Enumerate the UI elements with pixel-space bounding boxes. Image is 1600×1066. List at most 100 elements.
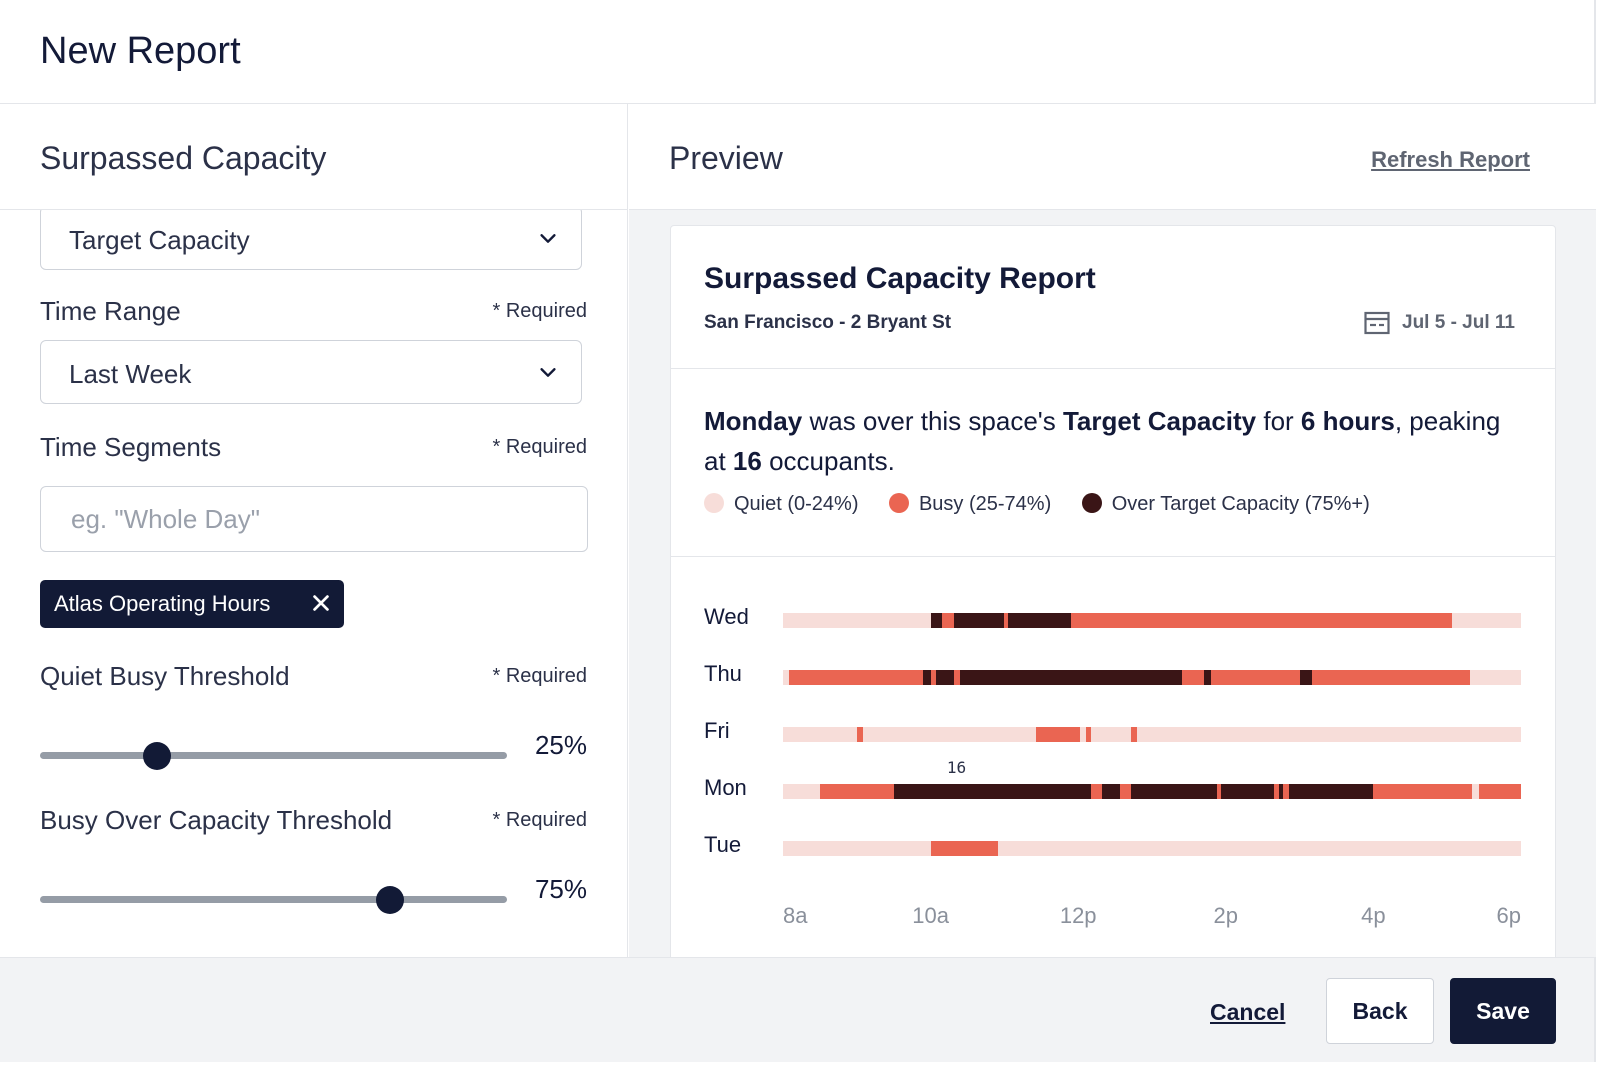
legend-item-over: Over Target Capacity (75%+) bbox=[1081, 493, 1370, 516]
slider-thumb[interactable] bbox=[142, 742, 171, 770]
summary-text: occupants. bbox=[761, 446, 895, 476]
quiet-busy-threshold-required: * Required bbox=[492, 665, 587, 687]
timeline-segment-busy bbox=[1131, 727, 1138, 742]
peak-label: 16 bbox=[946, 758, 967, 777]
slider-track bbox=[40, 896, 507, 903]
time-range-label: Time Range bbox=[40, 296, 181, 326]
legend-item-busy: Busy (25-74%) bbox=[888, 493, 1052, 516]
x-tick-label: 12p bbox=[1059, 903, 1097, 928]
time-range-value: Last Week bbox=[69, 359, 192, 389]
timeline-segment-over bbox=[1288, 784, 1373, 799]
row-label-mon: Mon bbox=[704, 775, 747, 800]
segment-chip-label: Atlas Operating Hours bbox=[54, 591, 271, 616]
summary-text: for bbox=[1256, 406, 1301, 436]
summary-day: Monday bbox=[704, 406, 803, 436]
x-tick-label: 6p bbox=[1496, 903, 1521, 928]
report-summary: Monday was over this space's Target Capa… bbox=[704, 401, 1524, 481]
row-label-fri: Fri bbox=[704, 718, 730, 743]
report-card-header: Surpassed Capacity Report San Francisco … bbox=[671, 226, 1555, 369]
modal-footer: Cancel Back Save bbox=[0, 957, 1594, 1062]
timeline-segment-busy bbox=[1120, 784, 1131, 799]
timeline-segment-busy bbox=[1478, 784, 1521, 799]
timeline-segment-over bbox=[954, 613, 1005, 628]
quiet-busy-threshold-value: 25% bbox=[534, 730, 587, 760]
report-location: San Francisco - 2 Bryant St bbox=[704, 312, 952, 333]
segment-chip: Atlas Operating Hours bbox=[40, 580, 344, 628]
quiet-busy-threshold-slider[interactable] bbox=[40, 741, 507, 771]
form-title: Surpassed Capacity bbox=[40, 140, 327, 176]
modal-header: New Report bbox=[0, 0, 1594, 104]
timeline-segment-quiet bbox=[862, 727, 1037, 742]
legend-label: Busy (25-74%) bbox=[918, 493, 1052, 515]
metric-select[interactable]: Target Capacity bbox=[40, 206, 582, 270]
timeline-segment-quiet bbox=[783, 841, 931, 856]
back-button[interactable]: Back bbox=[1326, 978, 1434, 1044]
time-segments-required: * Required bbox=[492, 436, 587, 458]
timeline-segment-busy bbox=[1211, 670, 1300, 685]
slider-track bbox=[40, 752, 507, 759]
summary-duration: 6 hours bbox=[1300, 406, 1395, 436]
timeline-segment-over bbox=[1130, 784, 1217, 799]
legend-item-quiet: Quiet (0-24%) bbox=[704, 493, 859, 516]
timeline-segment-over bbox=[1101, 784, 1121, 799]
timeline-segment-quiet bbox=[1137, 727, 1521, 742]
time-segments-input[interactable] bbox=[40, 486, 588, 552]
preview-header: Preview Refresh Report bbox=[629, 104, 1596, 210]
time-segments-label: Time Segments bbox=[40, 432, 222, 462]
legend-dot-over bbox=[1081, 493, 1102, 513]
timeline-segment-busy bbox=[1070, 613, 1452, 628]
timeline-segment-busy bbox=[930, 841, 999, 856]
timeline-segment-over bbox=[1008, 613, 1071, 628]
timeline-segment-busy bbox=[1091, 784, 1102, 799]
timeline-segment-busy bbox=[1312, 670, 1471, 685]
metric-select-value: Target Capacity bbox=[69, 225, 250, 255]
timeline-bar-wed bbox=[783, 613, 1521, 628]
row-label-thu: Thu bbox=[704, 661, 742, 686]
save-button[interactable]: Save bbox=[1450, 978, 1556, 1044]
timeline-segment-over bbox=[935, 670, 955, 685]
report-form-panel: Target Capacity Time Range * Required La… bbox=[0, 104, 628, 957]
time-range-select[interactable]: Last Week bbox=[40, 340, 582, 404]
legend-label: Over Target Capacity (75%+) bbox=[1111, 493, 1370, 515]
timeline-segment-over bbox=[960, 670, 1182, 685]
timeline-segment-busy bbox=[1085, 727, 1092, 742]
slider-thumb[interactable] bbox=[376, 886, 405, 914]
busy-over-threshold-slider[interactable] bbox=[40, 885, 507, 915]
x-tick-label: 4p bbox=[1361, 903, 1386, 928]
refresh-report-link[interactable]: Refresh Report bbox=[1371, 147, 1530, 172]
report-title: Surpassed Capacity Report bbox=[704, 262, 1096, 295]
timeline-segment-busy bbox=[941, 613, 955, 628]
timeline-segment-over bbox=[1203, 670, 1212, 685]
chevron-down-icon bbox=[540, 234, 556, 243]
timeline-segment-busy bbox=[1004, 613, 1009, 628]
x-tick-label: 8a bbox=[783, 903, 808, 928]
cancel-button[interactable]: Cancel bbox=[1210, 999, 1286, 1025]
occupancy-timeline-chart: Wed Thu Fri Mon 16 Tue 8a 10a 12p 2p 4p 6p bbox=[671, 557, 1555, 957]
timeline-bar-mon bbox=[783, 784, 1521, 799]
timeline-segment-busy bbox=[954, 670, 961, 685]
legend-dot-busy bbox=[888, 493, 909, 513]
close-icon[interactable] bbox=[310, 592, 332, 614]
timeline-segment-over bbox=[1278, 784, 1284, 799]
timeline-segment-over bbox=[1299, 670, 1313, 685]
timeline-segment-busy bbox=[856, 727, 863, 742]
summary-metric: Target Capacity bbox=[1062, 406, 1257, 436]
timeline-segment-busy bbox=[1181, 670, 1204, 685]
chevron-down-icon bbox=[540, 368, 556, 377]
timeline-segment-over bbox=[923, 670, 931, 685]
row-label-wed: Wed bbox=[704, 604, 749, 629]
timeline-segment-busy bbox=[1372, 784, 1473, 799]
timeline-segment-busy bbox=[819, 784, 894, 799]
preview-panel: Preview Refresh Report Surpassed Capacit… bbox=[629, 104, 1596, 957]
timeline-segment-quiet bbox=[783, 613, 931, 628]
chart-legend: Quiet (0-24%) Busy (25-74%) Over Target … bbox=[704, 493, 1396, 523]
timeline-segment-over bbox=[930, 613, 942, 628]
timeline-bar-tue bbox=[783, 841, 1521, 856]
summary-text: was over this space's bbox=[802, 406, 1063, 436]
timeline-segment-quiet bbox=[1079, 727, 1086, 742]
timeline-segment-quiet bbox=[998, 841, 1521, 856]
timeline-segment-busy bbox=[788, 670, 924, 685]
timeline-segment-busy bbox=[1216, 784, 1222, 799]
timeline-segment-quiet bbox=[783, 670, 789, 685]
